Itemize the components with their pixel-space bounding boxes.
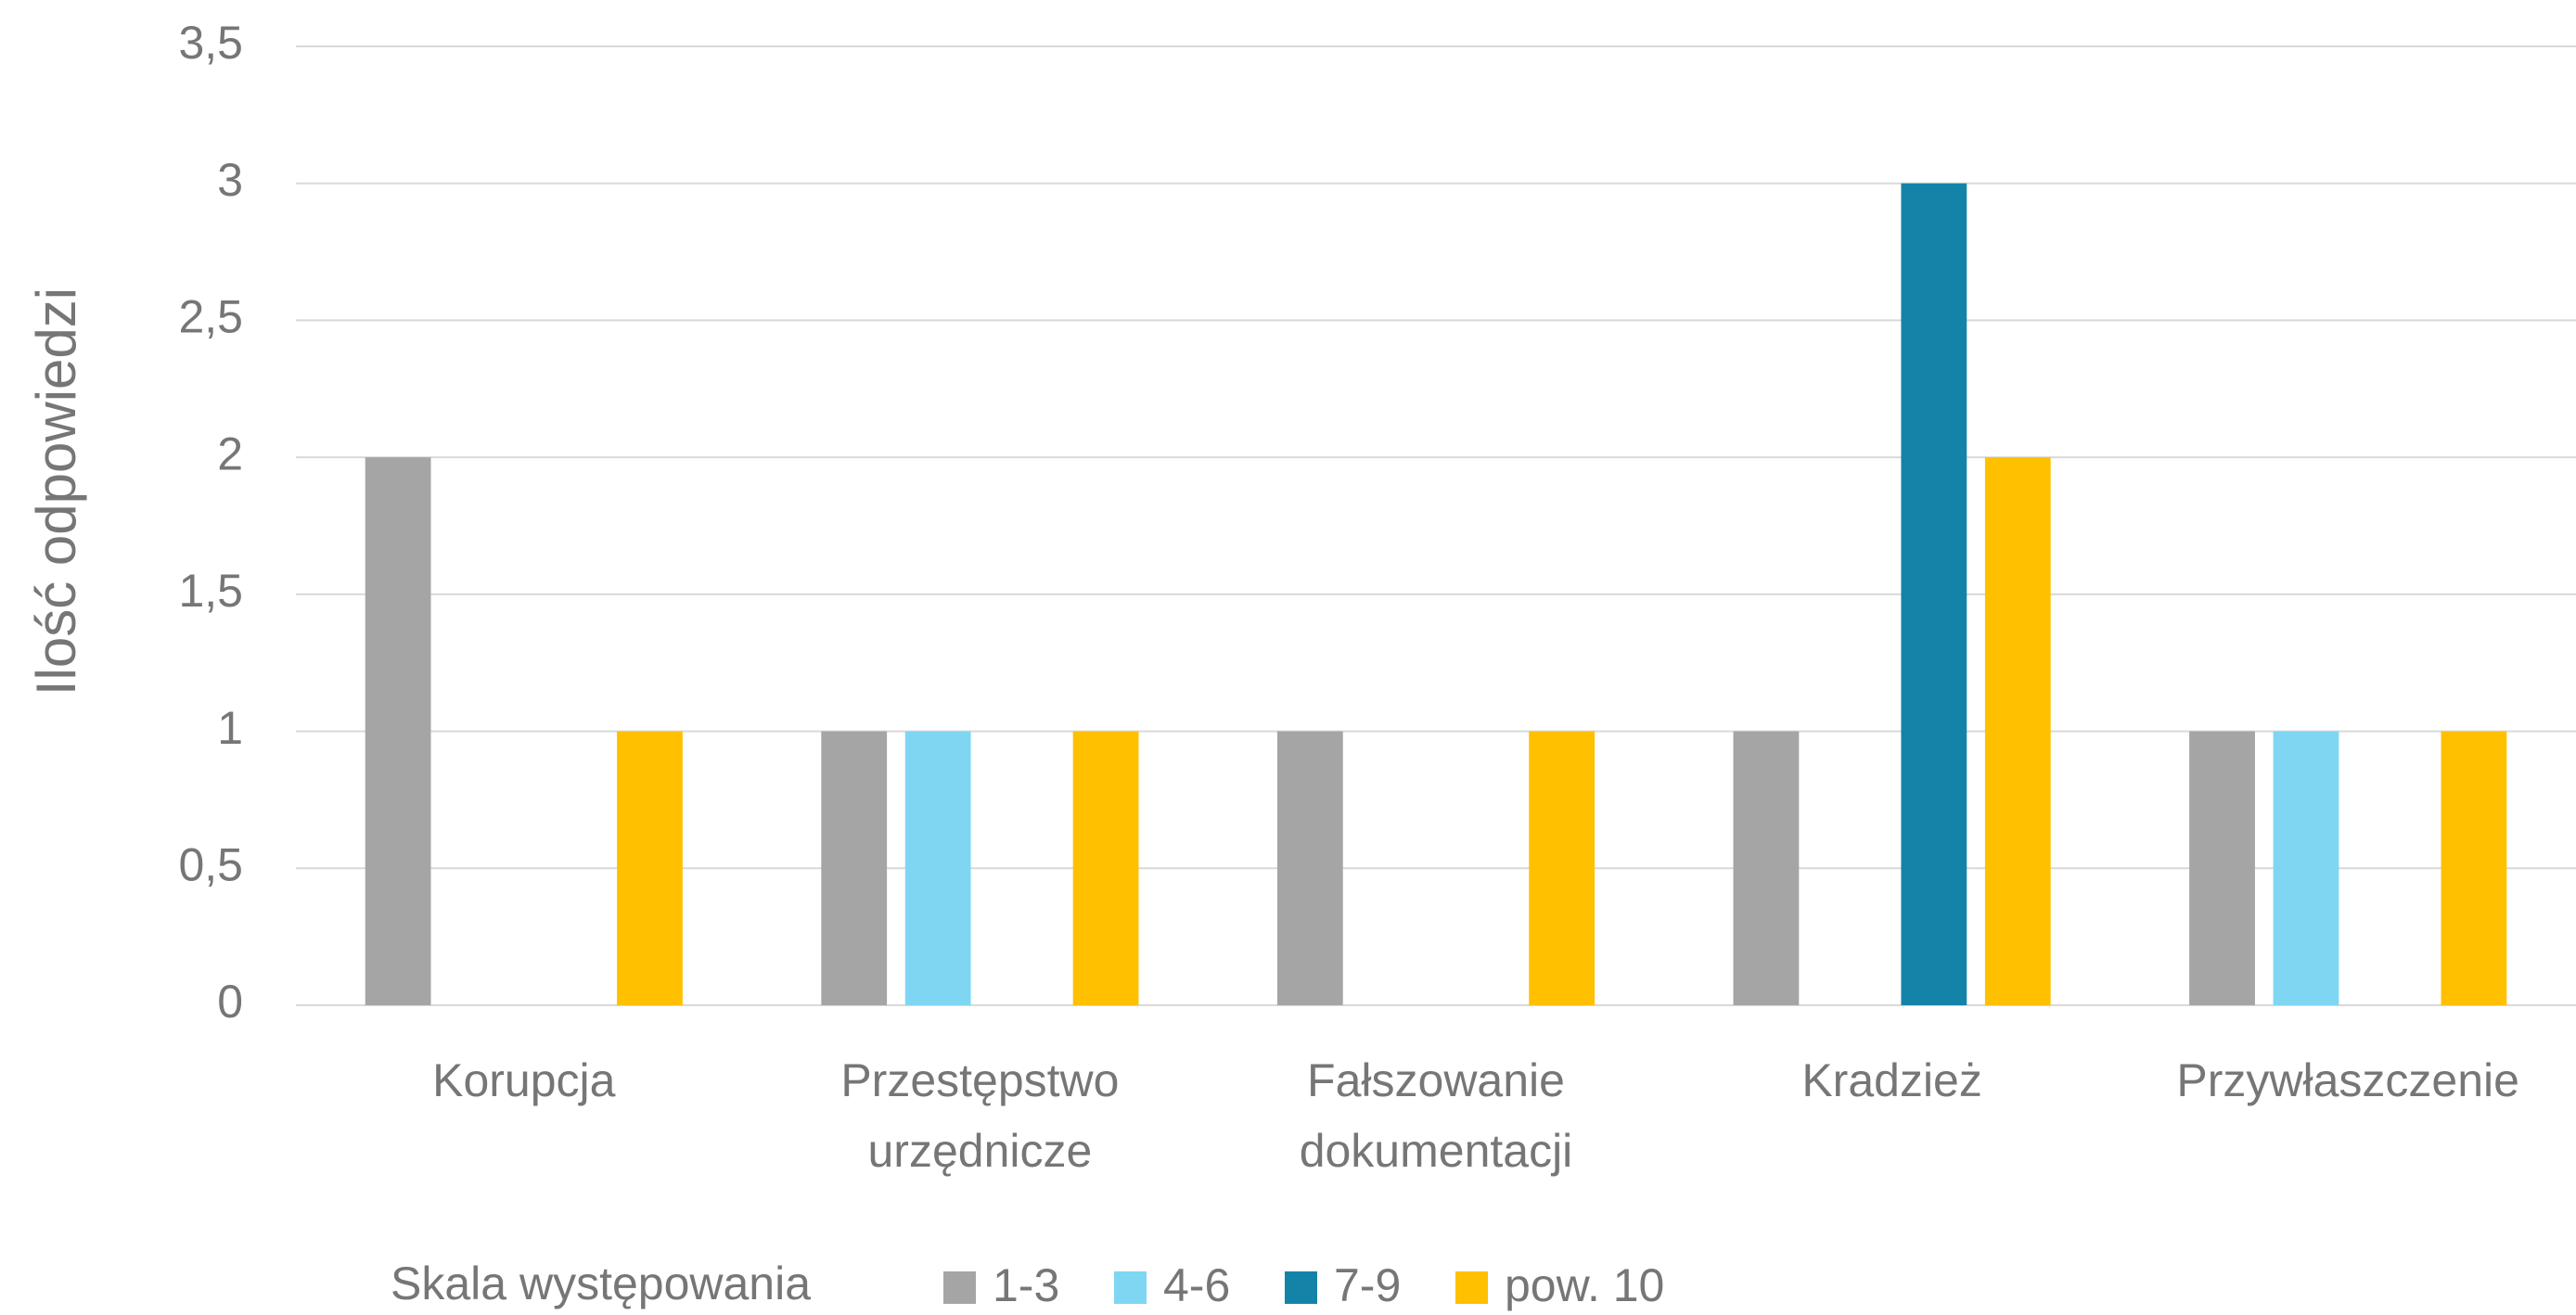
bar bbox=[1276, 731, 1343, 1005]
bar bbox=[1901, 183, 1967, 1005]
legend-title: Skala występowania bbox=[391, 1258, 811, 1309]
legend-label: 7-9 bbox=[1334, 1259, 1401, 1311]
y-tick-label: 1,5 bbox=[178, 565, 243, 617]
y-axis-title: Ilość odpowiedzi bbox=[25, 287, 87, 696]
y-tick-label: 1 bbox=[217, 702, 243, 754]
x-tick-label: Fałszowanie dokumentacji bbox=[1300, 1054, 1573, 1177]
legend-label: 4-6 bbox=[1163, 1259, 1230, 1311]
y-tick-label: 2,5 bbox=[178, 291, 243, 343]
y-tick-label: 0,5 bbox=[178, 838, 243, 890]
y-tick-label: 2 bbox=[217, 428, 243, 479]
legend-label: 1-3 bbox=[993, 1259, 1059, 1311]
bar bbox=[2441, 731, 2507, 1005]
bar bbox=[365, 457, 431, 1006]
legend-swatch bbox=[1114, 1271, 1147, 1304]
legend-swatch bbox=[1285, 1271, 1317, 1304]
legend-label: pow. 10 bbox=[1505, 1259, 1664, 1311]
bar bbox=[1529, 731, 1596, 1005]
bar bbox=[2189, 731, 2255, 1005]
bar bbox=[1072, 731, 1139, 1005]
x-tick-label: Przywłaszczenie bbox=[2176, 1054, 2519, 1106]
bar bbox=[821, 731, 888, 1005]
x-tick-label: Przestępstwo urzędnicze bbox=[840, 1054, 1119, 1177]
bar bbox=[1984, 457, 2051, 1006]
x-tick-label: Kradzież bbox=[1801, 1054, 1982, 1106]
legend-swatch bbox=[943, 1271, 976, 1304]
bar bbox=[2273, 731, 2339, 1005]
y-tick-label: 0 bbox=[217, 976, 243, 1028]
y-tick-label: 3 bbox=[217, 154, 243, 206]
bar bbox=[617, 731, 683, 1005]
legend-swatch bbox=[1455, 1271, 1488, 1304]
x-tick-label: Korupcja bbox=[432, 1054, 616, 1106]
bar bbox=[904, 731, 971, 1005]
y-tick-label: 3,5 bbox=[178, 17, 243, 69]
bar bbox=[1733, 731, 1800, 1005]
